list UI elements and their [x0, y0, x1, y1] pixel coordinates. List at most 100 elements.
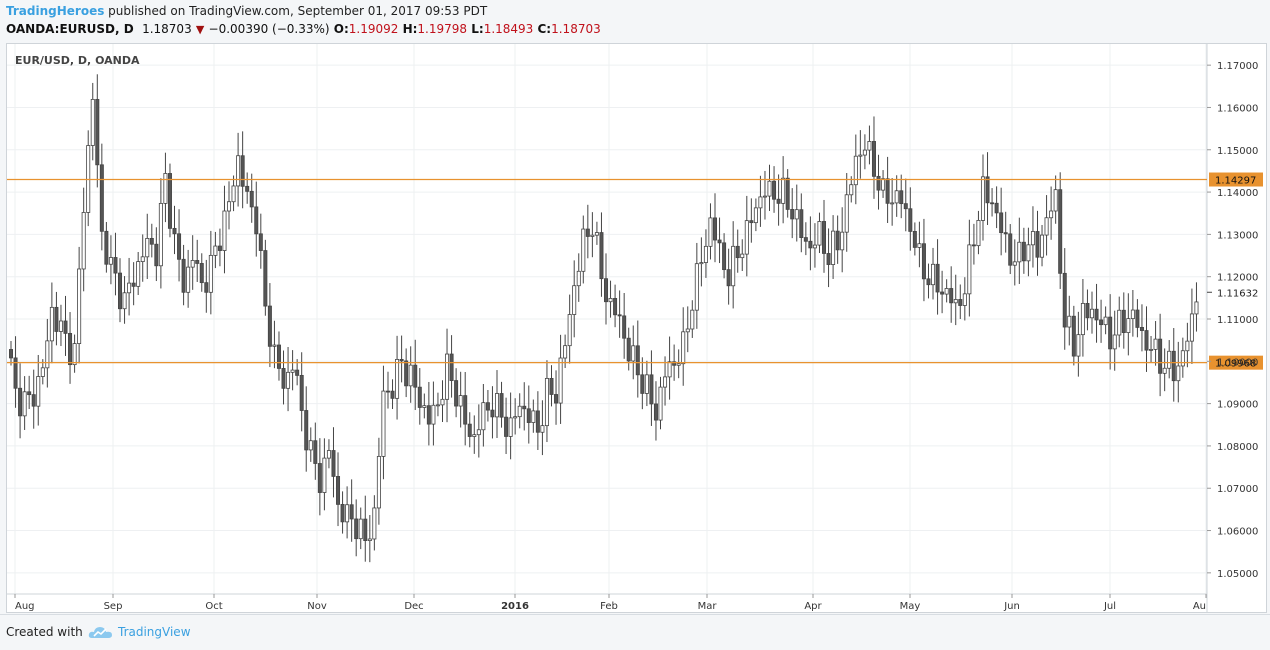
y-tick-label: 1.11000	[1217, 315, 1258, 326]
candle	[122, 292, 127, 310]
candle	[903, 203, 908, 210]
candle	[90, 98, 95, 146]
candle	[604, 278, 609, 303]
candle	[1149, 348, 1154, 351]
candle	[544, 377, 549, 427]
candle	[676, 363, 681, 366]
candle	[172, 227, 177, 235]
candle	[835, 230, 840, 251]
candle	[108, 257, 113, 265]
candle	[971, 244, 976, 247]
candle	[844, 194, 849, 233]
candle	[13, 357, 18, 389]
candle	[867, 141, 872, 151]
x-tick-label: 2016	[501, 601, 529, 612]
candle	[1117, 309, 1122, 336]
candle	[222, 210, 227, 251]
candle	[999, 212, 1004, 234]
candle	[713, 217, 718, 241]
candle	[1062, 272, 1067, 328]
candle	[931, 263, 936, 286]
level-price-label: 1.09968	[1215, 359, 1256, 370]
x-tick-label: Feb	[600, 601, 618, 612]
candle	[640, 374, 645, 394]
candle	[426, 405, 431, 425]
candle	[985, 176, 990, 204]
candle	[417, 386, 422, 408]
candle	[72, 343, 77, 366]
candle	[1135, 309, 1140, 328]
y-tick-label: 1.17000	[1217, 61, 1258, 72]
candle	[1076, 334, 1081, 357]
x-tick-label: Au	[1193, 601, 1206, 612]
candle	[817, 221, 822, 246]
candle	[31, 394, 36, 407]
candle	[118, 272, 123, 310]
candle	[1008, 233, 1013, 266]
candle	[576, 270, 581, 287]
candle	[1058, 189, 1063, 274]
last-price-label: 1.11632	[1217, 288, 1258, 299]
candle	[1108, 316, 1113, 350]
candle	[208, 254, 213, 293]
candle	[1185, 340, 1190, 352]
open-label: O:	[333, 22, 349, 36]
candle	[667, 361, 672, 378]
candle	[267, 305, 272, 347]
candle	[40, 367, 45, 377]
candle	[862, 149, 867, 156]
level-price-label: 1.14297	[1215, 176, 1256, 187]
candle	[685, 328, 690, 333]
candle	[731, 245, 736, 287]
x-tick-label: Dec	[404, 601, 423, 612]
high-label: H:	[402, 22, 418, 36]
candle	[149, 238, 154, 245]
candle	[494, 393, 499, 418]
candle	[962, 293, 967, 306]
x-tick-label: Mar	[698, 601, 718, 612]
y-tick-label: 1.08000	[1217, 442, 1258, 453]
candle	[549, 377, 554, 395]
candle	[926, 278, 931, 286]
candle	[249, 190, 254, 208]
x-tick-label: Jun	[1003, 601, 1020, 612]
candle	[331, 450, 336, 477]
candle	[454, 380, 459, 407]
candle	[749, 220, 754, 224]
candle	[281, 368, 286, 389]
candle	[808, 240, 813, 249]
chart-area[interactable]: 1.14297 1.09968 1.05000 1.06000 1.07000 1.080…	[6, 43, 1267, 613]
tradingview-cloud-icon[interactable]	[88, 624, 114, 640]
candle	[672, 361, 677, 366]
candle	[1080, 303, 1085, 336]
candle	[195, 260, 200, 264]
y-tick-label: 1.15000	[1217, 146, 1258, 157]
candle	[1049, 210, 1054, 219]
candle	[735, 245, 740, 259]
candle	[372, 507, 377, 540]
candle	[572, 285, 577, 315]
candle	[585, 228, 590, 237]
candle	[167, 173, 172, 229]
author-link[interactable]: TradingHeroes	[6, 4, 105, 18]
candle	[276, 344, 281, 369]
tradingview-link[interactable]: TradingView	[118, 625, 191, 639]
candle	[1139, 327, 1144, 331]
candle	[881, 178, 886, 191]
candle	[1089, 308, 1094, 319]
candlestick-chart[interactable]: 1.14297 1.09968 1.05000 1.06000 1.07000 1.080…	[7, 44, 1266, 612]
candle	[390, 390, 395, 399]
y-tick-label: 1.13000	[1217, 230, 1258, 241]
candle	[858, 154, 863, 157]
candle	[1176, 365, 1181, 382]
candle	[554, 394, 559, 404]
candle	[104, 230, 109, 265]
candle	[699, 262, 704, 265]
candle	[345, 504, 350, 523]
candle	[431, 404, 436, 425]
candle	[785, 177, 790, 210]
candle	[849, 184, 854, 196]
candle	[581, 228, 586, 272]
down-arrow-icon: ▼	[195, 23, 205, 36]
candle	[240, 155, 245, 187]
